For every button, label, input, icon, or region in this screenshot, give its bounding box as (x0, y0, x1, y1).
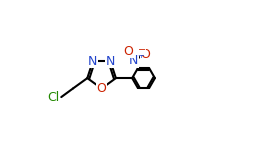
Text: O: O (123, 45, 133, 58)
Text: N: N (106, 55, 115, 68)
Text: O: O (97, 82, 107, 95)
Text: N: N (88, 55, 98, 68)
Text: −: − (138, 45, 146, 55)
Text: O: O (140, 48, 150, 61)
Text: N: N (129, 54, 138, 67)
Text: +: + (137, 51, 144, 60)
Text: Cl: Cl (47, 91, 60, 103)
